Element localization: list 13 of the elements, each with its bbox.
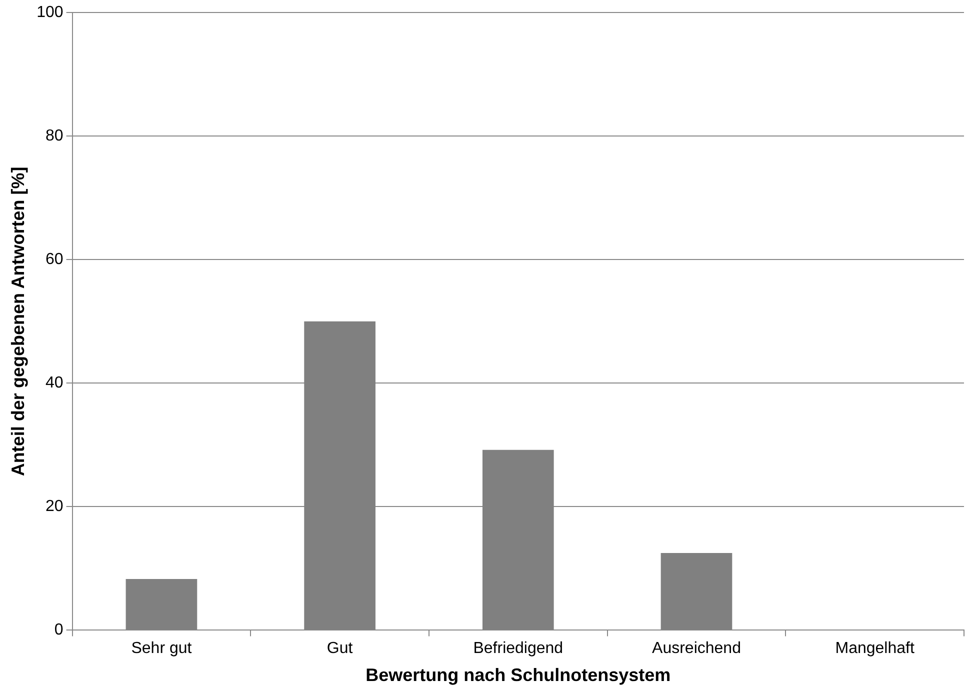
y-axis-title: Anteil der gegebenen Antworten [%] xyxy=(8,166,28,476)
x-tick-label: Mangelhaft xyxy=(835,640,915,658)
y-tick-label: 0 xyxy=(54,622,64,639)
x-tick-label: Sehr gut xyxy=(131,640,192,658)
y-tick-label: 60 xyxy=(46,251,64,268)
x-tick-label: Befriedigend xyxy=(473,640,564,658)
x-tick-label: Ausreichend xyxy=(652,640,741,658)
y-tick-label: 100 xyxy=(36,4,64,22)
x-tick-label: Gut xyxy=(326,640,354,658)
y-tick-label: 20 xyxy=(46,498,64,516)
y-tick-label: 40 xyxy=(46,374,64,392)
y-tick-label: 80 xyxy=(46,128,64,145)
x-axis-title: Bewertung nach Schulnotensystem xyxy=(366,665,671,686)
